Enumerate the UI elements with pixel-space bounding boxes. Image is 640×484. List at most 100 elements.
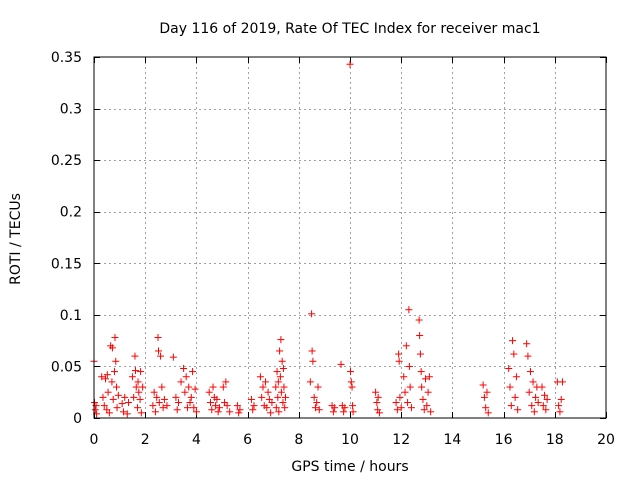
data-point <box>177 378 185 386</box>
data-point <box>236 406 244 414</box>
data-point <box>187 393 195 401</box>
data-point <box>155 399 163 407</box>
data-point <box>105 409 113 417</box>
data-point <box>181 388 189 396</box>
data-point <box>542 406 550 414</box>
data-point <box>484 409 492 417</box>
x-tick-label: 0 <box>90 432 99 448</box>
data-point <box>219 383 227 391</box>
data-point <box>268 399 276 407</box>
data-point <box>134 378 142 386</box>
data-point <box>235 409 243 417</box>
data-point <box>315 406 323 414</box>
y-tick-label: 0.3 <box>60 102 82 118</box>
data-point <box>208 406 216 414</box>
data-point <box>425 373 433 381</box>
data-point <box>118 400 126 408</box>
data-point <box>423 402 431 410</box>
plot-frame <box>93 56 607 419</box>
data-point <box>422 375 430 383</box>
data-point <box>557 395 565 403</box>
data-point <box>205 388 213 396</box>
data-point <box>528 402 536 410</box>
data-point <box>395 350 403 358</box>
data-point <box>523 340 531 348</box>
y-axis-label: ROTI / TECUs <box>8 193 24 285</box>
data-point <box>279 399 287 407</box>
data-point <box>153 393 161 401</box>
data-point <box>256 373 264 381</box>
data-point <box>406 383 414 391</box>
data-point <box>226 408 234 416</box>
data-point <box>273 368 281 376</box>
data-point <box>134 404 142 412</box>
x-tick-label: 8 <box>294 432 303 448</box>
y-tick-label: 0.15 <box>51 256 82 272</box>
data-point <box>400 373 408 381</box>
data-point <box>420 406 428 414</box>
data-point <box>263 404 271 412</box>
data-point <box>281 393 289 401</box>
data-point <box>112 357 120 365</box>
data-point <box>349 402 357 410</box>
data-point <box>556 408 564 416</box>
data-point <box>135 388 143 396</box>
data-point <box>264 388 272 396</box>
data-point <box>329 408 337 416</box>
x-tick-label: 14 <box>443 432 461 448</box>
data-point <box>222 378 230 386</box>
data-point <box>137 368 145 376</box>
data-point <box>392 399 400 407</box>
data-point <box>137 409 145 417</box>
data-point <box>278 357 286 365</box>
data-point <box>130 393 138 401</box>
data-point <box>123 410 131 418</box>
data-point <box>506 383 514 391</box>
data-point <box>509 337 517 345</box>
data-point <box>308 310 316 318</box>
data-point <box>233 402 241 410</box>
data-point <box>192 408 200 416</box>
data-point <box>180 364 188 372</box>
data-point <box>479 381 487 389</box>
data-point <box>311 404 319 412</box>
data-point <box>151 408 159 416</box>
data-point <box>259 383 267 391</box>
data-point <box>149 402 157 410</box>
data-point <box>534 399 542 407</box>
data-point <box>108 344 116 352</box>
data-point <box>524 352 532 360</box>
data-point <box>393 406 401 414</box>
data-point <box>401 388 409 396</box>
data-point <box>405 306 413 314</box>
data-point <box>279 364 287 372</box>
data-point <box>186 399 194 407</box>
data-point <box>404 399 412 407</box>
data-point <box>163 402 171 410</box>
data-point <box>306 378 314 386</box>
data-point <box>314 383 322 391</box>
data-point <box>375 409 383 417</box>
y-tick-label: 0.2 <box>60 205 82 221</box>
data-point <box>280 383 288 391</box>
x-tick-label: 16 <box>495 432 513 448</box>
data-point <box>308 347 316 355</box>
data-point <box>402 342 410 350</box>
data-point <box>159 404 167 412</box>
data-point <box>139 383 147 391</box>
data-point <box>155 347 163 355</box>
x-tick-label: 10 <box>341 432 359 448</box>
data-point <box>191 385 199 393</box>
data-point <box>514 406 522 414</box>
data-point <box>405 362 413 370</box>
data-point <box>276 347 284 355</box>
data-point <box>511 393 519 401</box>
data-point <box>276 373 284 381</box>
data-point <box>310 393 318 401</box>
data-point <box>183 404 191 412</box>
data-point <box>109 395 117 403</box>
data-point <box>340 408 348 416</box>
data-point <box>427 408 435 416</box>
data-point <box>110 368 118 376</box>
